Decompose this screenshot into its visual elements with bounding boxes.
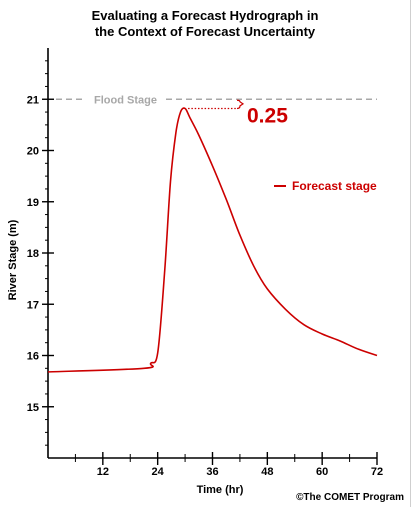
y-tick-label: 21 — [27, 94, 39, 106]
x-tick-label: 36 — [206, 466, 218, 478]
x-tick-label: 48 — [261, 466, 273, 478]
x-axis: 12 24 36 48 60 72 — [48, 452, 383, 478]
chart-title-line-2: the Context of Forecast Uncertainty — [95, 24, 316, 39]
y-tick-label: 15 — [27, 402, 39, 414]
x-tick-label: 24 — [152, 466, 165, 478]
y-axis-title: River Stage (m) — [7, 219, 19, 300]
difference-brace — [236, 99, 245, 110]
y-tick-label: 20 — [27, 146, 39, 158]
series-lines — [47, 107, 378, 373]
y-tick-label: 18 — [27, 248, 39, 260]
legend-label-forecast-stage: Forecast stage — [292, 179, 377, 193]
y-tick-label: 19 — [27, 197, 39, 209]
x-tick-label: 60 — [316, 466, 328, 478]
x-axis-title: Time (hr) — [197, 484, 244, 496]
forecast-stage-line — [47, 107, 378, 373]
flood-stage-label: Flood Stage — [94, 94, 157, 106]
legend: Forecast stage — [274, 179, 377, 193]
chart-title-line-1: Evaluating a Forecast Hydrograph in — [92, 8, 319, 23]
x-tick-label: 72 — [371, 466, 383, 478]
x-tick-label: 12 — [97, 466, 109, 478]
y-axis: 15 16 17 18 19 20 21 — [27, 48, 54, 458]
annotations: 0.25 — [188, 99, 288, 127]
y-tick-label: 17 — [27, 299, 39, 311]
y-tick-label: 16 — [27, 351, 39, 363]
difference-label: 0.25 — [247, 104, 288, 127]
reference-lines: Flood Stage — [56, 94, 377, 106]
credit-text: ©The COMET Program — [296, 492, 404, 503]
